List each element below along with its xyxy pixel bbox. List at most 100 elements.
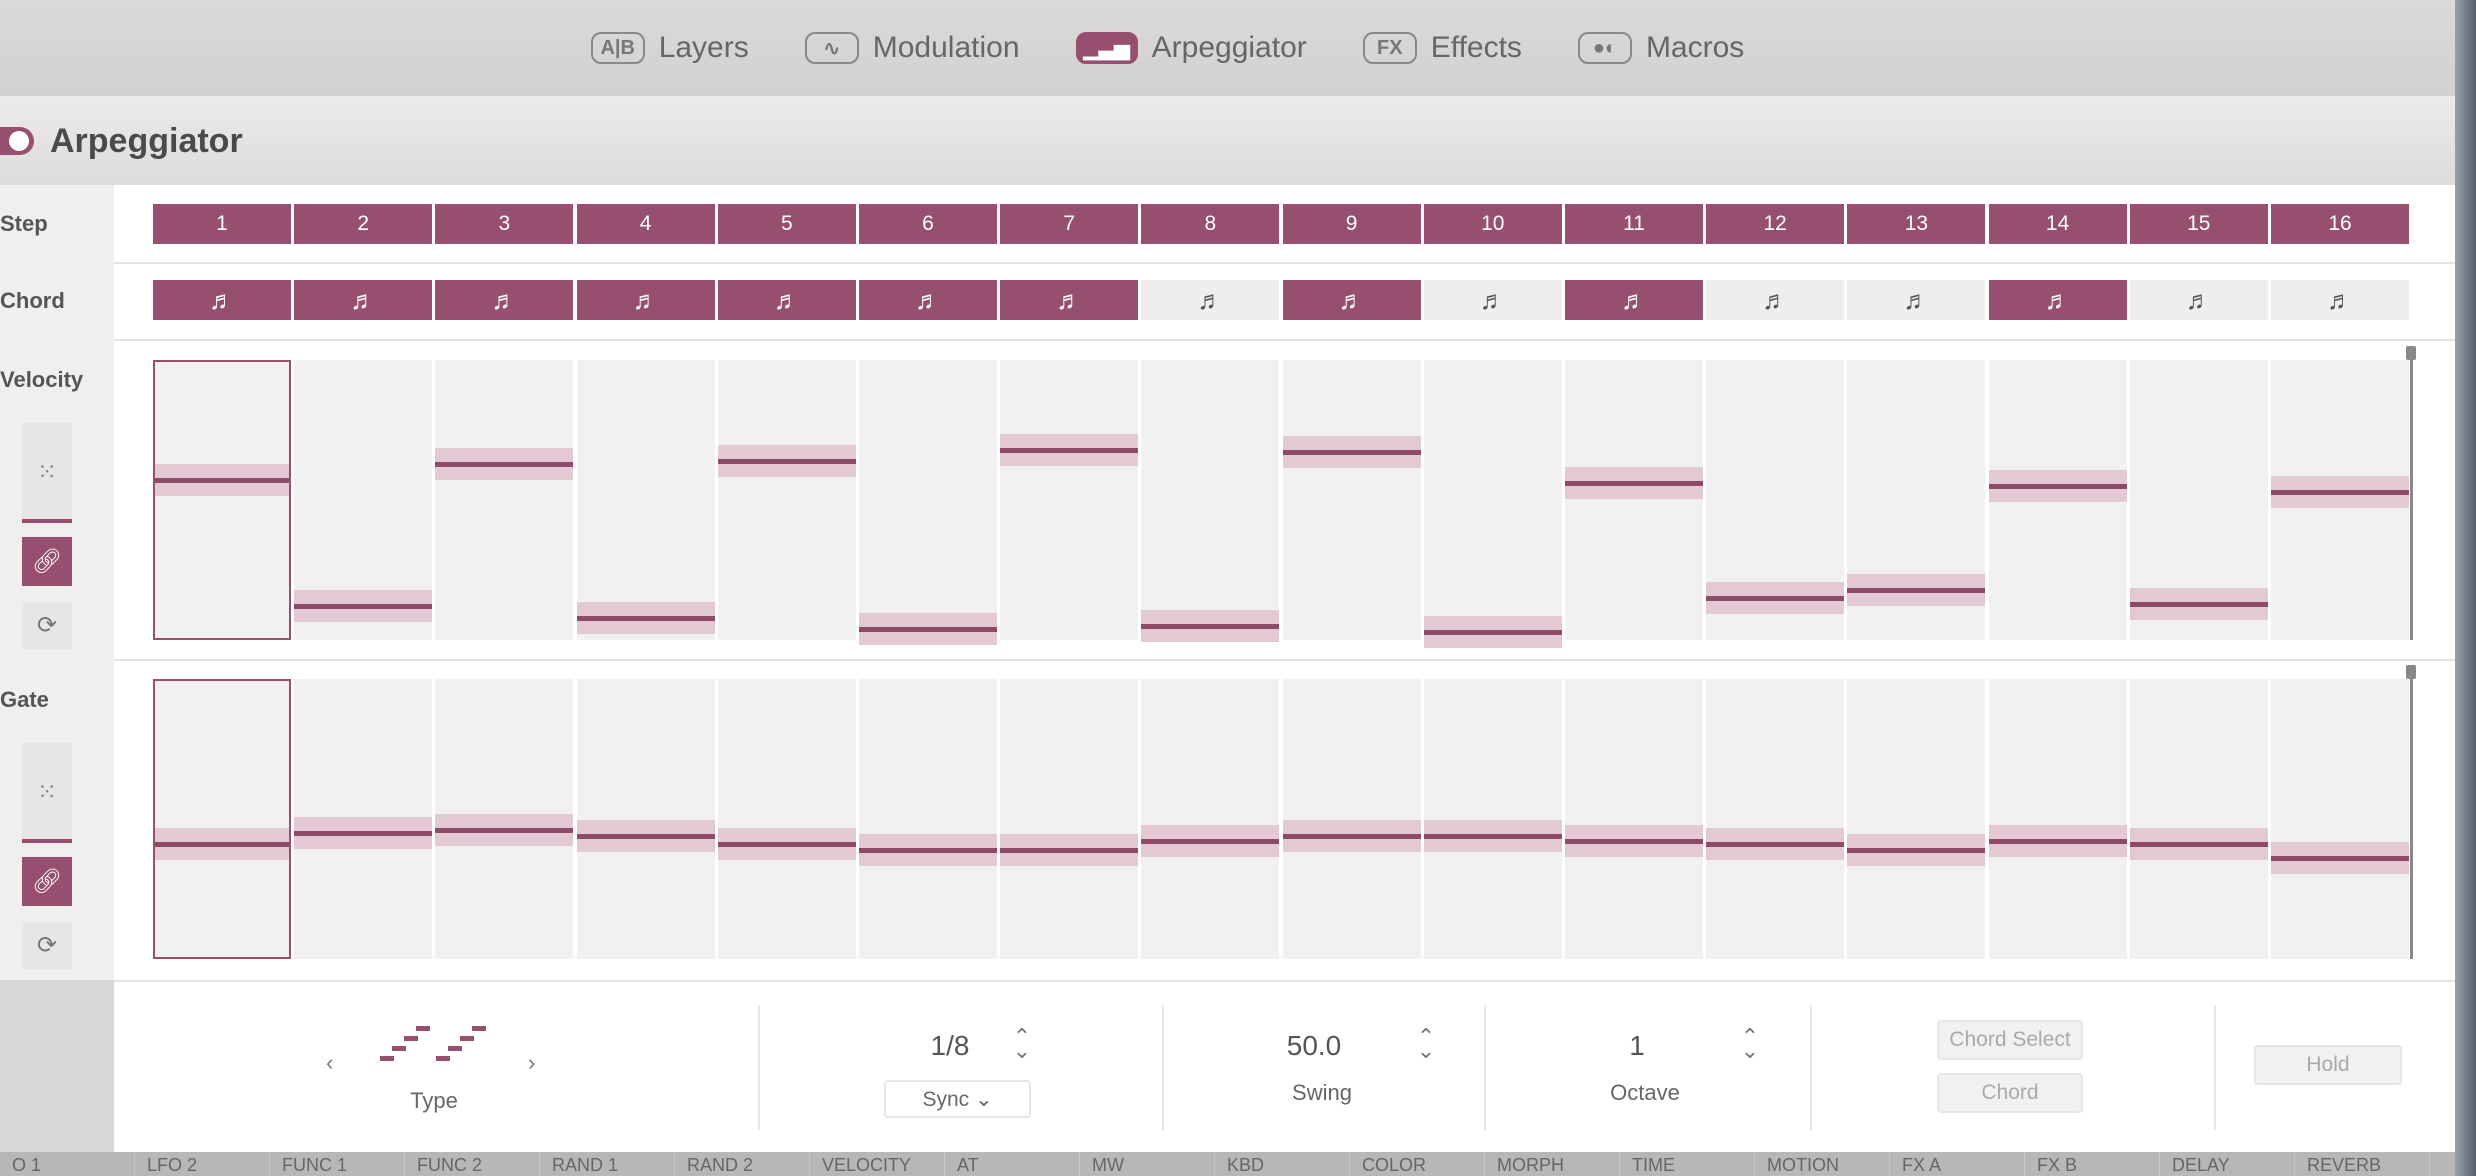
velocity-value-line[interactable] xyxy=(1565,481,1703,487)
gate-step-cell[interactable] xyxy=(435,679,574,959)
type-prev-button[interactable]: ‹ xyxy=(326,1050,334,1075)
chord-toggle[interactable]: ♬ xyxy=(717,280,856,320)
swing-value[interactable]: 50.0 xyxy=(1286,1030,1342,1061)
gate-step-cell[interactable] xyxy=(1847,679,1986,959)
arpeggiator-toggle[interactable] xyxy=(0,127,34,155)
velocity-step-cell[interactable] xyxy=(294,360,433,640)
chord-toggle[interactable]: ♬ xyxy=(2271,280,2409,320)
mod-source-11[interactable]: MORPH xyxy=(1485,1152,1620,1176)
step-number[interactable]: 15 xyxy=(2129,204,2268,244)
velocity-step-cell[interactable] xyxy=(2271,360,2409,640)
gate-value-line[interactable] xyxy=(1847,847,1986,853)
chord-toggle[interactable]: ♬ xyxy=(1706,280,1845,320)
velocity-step-cell[interactable] xyxy=(859,360,997,645)
mod-source-2[interactable]: FUNC 1 xyxy=(270,1152,405,1176)
chord-toggle[interactable]: ♬ xyxy=(859,280,997,320)
chord-toggle[interactable]: ♬ xyxy=(435,280,574,320)
mod-source-7[interactable]: AT xyxy=(945,1152,1080,1176)
velocity-value-line[interactable] xyxy=(717,458,856,464)
step-number[interactable]: 4 xyxy=(576,204,715,244)
gate-step-cell[interactable] xyxy=(153,679,291,959)
mod-source-6[interactable]: VELOCITY xyxy=(810,1152,945,1176)
chord-toggle[interactable]: ♬ xyxy=(2129,280,2268,320)
gate-step-cell[interactable] xyxy=(1565,679,1703,959)
velocity-step-cell[interactable] xyxy=(2129,360,2268,640)
velocity-length-handle[interactable] xyxy=(2406,346,2416,360)
velocity-step-cell[interactable] xyxy=(1565,360,1703,640)
type-next-button[interactable]: › xyxy=(528,1050,536,1075)
tab-modulation[interactable]: ∿ Modulation xyxy=(804,31,1020,65)
gate-randomize-dice-icon[interactable]: ⁙ xyxy=(22,743,72,841)
gate-value-line[interactable] xyxy=(1282,833,1421,839)
gate-step-cell[interactable] xyxy=(576,679,715,959)
velocity-value-line[interactable] xyxy=(1423,629,1562,635)
mod-source-5[interactable]: RAND 2 xyxy=(675,1152,810,1176)
gate-step-cell[interactable] xyxy=(2129,679,2268,959)
gate-value-line[interactable] xyxy=(155,842,289,848)
chord-toggle[interactable]: ♬ xyxy=(1141,280,1280,320)
velocity-value-line[interactable] xyxy=(435,461,574,467)
octave-stepper[interactable]: ⌃ ⌄ xyxy=(1740,1024,1760,1063)
mod-source-9[interactable]: KBD xyxy=(1215,1152,1350,1176)
mod-source-4[interactable]: RAND 1 xyxy=(540,1152,675,1176)
step-number[interactable]: 6 xyxy=(859,204,997,244)
step-number[interactable]: 1 xyxy=(153,204,291,244)
velocity-value-line[interactable] xyxy=(1988,484,2127,489)
velocity-value-line[interactable] xyxy=(1141,624,1280,629)
chord-toggle[interactable]: ♬ xyxy=(1000,280,1139,320)
chord-toggle[interactable]: ♬ xyxy=(294,280,433,320)
step-number[interactable]: 16 xyxy=(2271,204,2409,244)
mod-source-8[interactable]: MW xyxy=(1080,1152,1215,1176)
gate-length-handle[interactable] xyxy=(2406,665,2416,679)
velocity-step-cell[interactable] xyxy=(717,360,856,640)
chord-button[interactable]: Chord xyxy=(1937,1073,2083,1113)
velocity-value-line[interactable] xyxy=(859,626,997,632)
gate-value-line[interactable] xyxy=(1988,839,2127,845)
chord-toggle[interactable]: ♬ xyxy=(1282,280,1421,320)
gate-link-icon[interactable]: 🔗︎ xyxy=(22,857,72,906)
velocity-step-cell[interactable] xyxy=(435,360,574,640)
gate-value-line[interactable] xyxy=(435,828,574,834)
velocity-step-cell[interactable] xyxy=(153,360,291,640)
gate-step-cell[interactable] xyxy=(294,679,433,959)
sync-dropdown[interactable]: Sync ⌄ xyxy=(884,1080,1031,1118)
hold-button[interactable]: Hold xyxy=(2254,1045,2402,1085)
gate-step-cell[interactable] xyxy=(1000,679,1139,959)
chord-select-button[interactable]: Chord Select xyxy=(1937,1020,2083,1060)
mod-source-1[interactable]: LFO 2 xyxy=(135,1152,270,1176)
mod-source-10[interactable]: COLOR xyxy=(1350,1152,1485,1176)
rate-value[interactable]: 1/8 xyxy=(930,1030,970,1061)
gate-value-line[interactable] xyxy=(2271,856,2409,862)
step-number[interactable]: 12 xyxy=(1706,204,1845,244)
velocity-link-icon[interactable]: 🔗︎ xyxy=(22,537,72,586)
tab-arpeggiator[interactable]: ▁▃▅ Arpeggiator xyxy=(1075,31,1307,65)
tab-effects[interactable]: FX Effects xyxy=(1362,31,1522,65)
velocity-step-cell[interactable] xyxy=(1282,360,1421,640)
step-number[interactable]: 10 xyxy=(1423,204,1562,244)
velocity-step-cell[interactable] xyxy=(1423,360,1562,648)
gate-step-cell[interactable] xyxy=(717,679,856,959)
tab-layers[interactable]: A|B Layers xyxy=(590,31,749,65)
octave-value[interactable]: 1 xyxy=(1629,1030,1645,1061)
gate-step-cell[interactable] xyxy=(2271,679,2409,959)
rate-stepper[interactable]: ⌃ ⌄ xyxy=(1012,1024,1032,1063)
velocity-step-cell[interactable] xyxy=(1000,360,1139,640)
step-number[interactable]: 3 xyxy=(435,204,574,244)
chord-toggle[interactable]: ♬ xyxy=(576,280,715,320)
gate-step-cell[interactable] xyxy=(1141,679,1280,959)
chord-toggle[interactable]: ♬ xyxy=(153,280,291,320)
velocity-step-cell[interactable] xyxy=(1847,360,1986,640)
velocity-step-cell[interactable] xyxy=(1988,360,2127,640)
gate-value-line[interactable] xyxy=(576,833,715,839)
mod-source-17[interactable]: REVERB xyxy=(2295,1152,2430,1176)
step-number[interactable]: 9 xyxy=(1282,204,1421,244)
velocity-value-line[interactable] xyxy=(1282,450,1421,456)
velocity-value-line[interactable] xyxy=(155,478,289,484)
velocity-value-line[interactable] xyxy=(1000,447,1139,453)
mod-source-12[interactable]: TIME xyxy=(1620,1152,1755,1176)
velocity-step-cell[interactable] xyxy=(1706,360,1845,640)
velocity-value-line[interactable] xyxy=(576,615,715,621)
step-number[interactable]: 7 xyxy=(1000,204,1139,244)
gate-refresh-icon[interactable]: ⟳ xyxy=(22,922,72,969)
gate-value-line[interactable] xyxy=(859,847,997,853)
